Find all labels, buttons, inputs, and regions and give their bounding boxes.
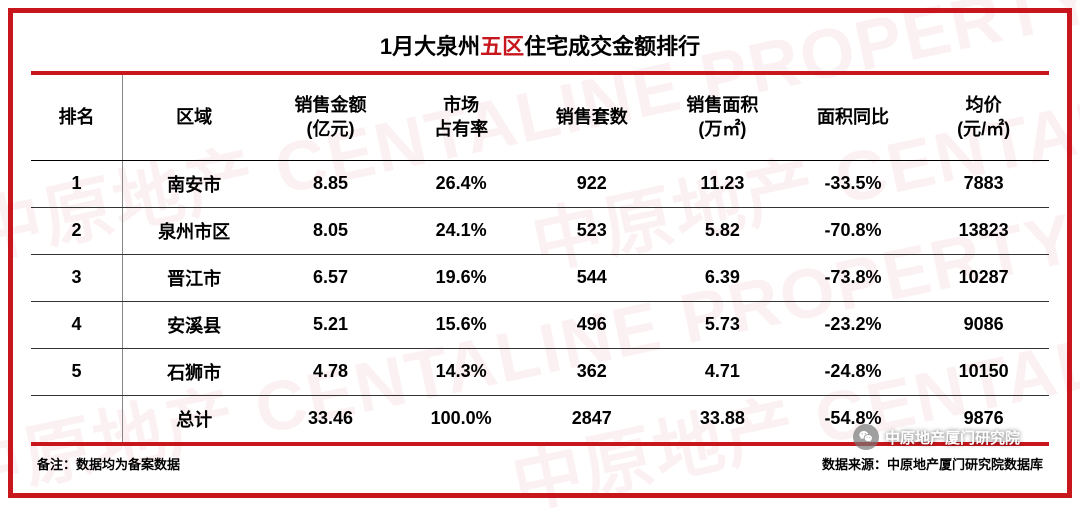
- title-highlight: 五区: [480, 34, 524, 59]
- table-body: 1南安市8.8526.4%92211.23-33.5%78832泉州市区8.05…: [31, 160, 1049, 442]
- table-cell: 6.39: [657, 254, 788, 301]
- table-header-row: 排名 区域 销售金额(亿元) 市场占有率 销售套数 销售面积(万㎡) 面积同比 …: [31, 75, 1049, 160]
- table-cell: 14.3%: [396, 348, 527, 395]
- table-cell: 24.1%: [396, 207, 527, 254]
- col-area-yoy: 面积同比: [788, 75, 919, 160]
- table-row: 3晋江市6.5719.6%5446.39-73.8%10287: [31, 254, 1049, 301]
- table-cell: 9086: [918, 301, 1049, 348]
- table-cell: [31, 395, 123, 442]
- table-cell: 8.85: [265, 160, 396, 207]
- table-cell: 8.05: [265, 207, 396, 254]
- table-cell: 11.23: [657, 160, 788, 207]
- table-cell: -70.8%: [788, 207, 919, 254]
- col-area: 销售面积(万㎡): [657, 75, 788, 160]
- table-cell: 4.71: [657, 348, 788, 395]
- table-cell: 1: [31, 160, 123, 207]
- table-cell: 6.57: [265, 254, 396, 301]
- table-cell: -54.8%: [788, 395, 919, 442]
- table-cell: 15.6%: [396, 301, 527, 348]
- table-cell: 总计: [123, 395, 266, 442]
- table-cell: 石狮市: [123, 348, 266, 395]
- table-cell: 5.21: [265, 301, 396, 348]
- table-row: 2泉州市区8.0524.1%5235.82-70.8%13823: [31, 207, 1049, 254]
- table-cell: -23.2%: [788, 301, 919, 348]
- table-cell: 922: [526, 160, 657, 207]
- table-cell: 100.0%: [396, 395, 527, 442]
- footer-note: 备注：数据均为备案数据: [37, 454, 180, 473]
- table-cell: 3: [31, 254, 123, 301]
- table-cell: 362: [526, 348, 657, 395]
- page-title: 1月大泉州五区住宅成交金额排行: [31, 29, 1049, 61]
- table-row: 5石狮市4.7814.3%3624.71-24.8%10150: [31, 348, 1049, 395]
- table-cell: 4: [31, 301, 123, 348]
- table-cell: 33.46: [265, 395, 396, 442]
- table-row: 1南安市8.8526.4%92211.23-33.5%7883: [31, 160, 1049, 207]
- content-area: 1月大泉州五区住宅成交金额排行 排名 区域 销售金额(亿元) 市场占有率 销售套…: [13, 13, 1067, 493]
- ranking-table-wrap: 排名 区域 销售金额(亿元) 市场占有率 销售套数 销售面积(万㎡) 面积同比 …: [31, 71, 1049, 446]
- table-cell: 19.6%: [396, 254, 527, 301]
- col-avg-price: 均价(元/㎡): [918, 75, 1049, 160]
- table-cell: 5.82: [657, 207, 788, 254]
- table-cell: 安溪县: [123, 301, 266, 348]
- table-cell: 5.73: [657, 301, 788, 348]
- footer-source: 数据来源：中原地产厦门研究院数据库: [822, 454, 1043, 473]
- table-cell: 496: [526, 301, 657, 348]
- table-cell: 7883: [918, 160, 1049, 207]
- table-cell: 2: [31, 207, 123, 254]
- table-cell: 10287: [918, 254, 1049, 301]
- table-cell: 544: [526, 254, 657, 301]
- col-market-share: 市场占有率: [396, 75, 527, 160]
- title-suffix: 住宅成交金额排行: [524, 34, 700, 59]
- table-cell: 2847: [526, 395, 657, 442]
- table-cell: 晋江市: [123, 254, 266, 301]
- table-row: 总计33.46100.0%284733.88-54.8%9876: [31, 395, 1049, 442]
- table-cell: 9876: [918, 395, 1049, 442]
- table-cell: -24.8%: [788, 348, 919, 395]
- table-cell: 26.4%: [396, 160, 527, 207]
- table-cell: 5: [31, 348, 123, 395]
- table-cell: 泉州市区: [123, 207, 266, 254]
- table-cell: -33.5%: [788, 160, 919, 207]
- col-rank: 排名: [31, 75, 123, 160]
- table-row: 4安溪县5.2115.6%4965.73-23.2%9086: [31, 301, 1049, 348]
- ranking-table: 排名 区域 销售金额(亿元) 市场占有率 销售套数 销售面积(万㎡) 面积同比 …: [31, 75, 1049, 442]
- table-cell: 4.78: [265, 348, 396, 395]
- footer: 备注：数据均为备案数据 数据来源：中原地产厦门研究院数据库: [31, 446, 1049, 473]
- table-cell: 10150: [918, 348, 1049, 395]
- col-units: 销售套数: [526, 75, 657, 160]
- table-cell: 13823: [918, 207, 1049, 254]
- title-prefix: 1月大泉州: [380, 34, 480, 59]
- table-cell: 523: [526, 207, 657, 254]
- table-cell: -73.8%: [788, 254, 919, 301]
- table-cell: 33.88: [657, 395, 788, 442]
- col-region: 区域: [123, 75, 266, 160]
- table-cell: 南安市: [123, 160, 266, 207]
- col-sales-amt: 销售金额(亿元): [265, 75, 396, 160]
